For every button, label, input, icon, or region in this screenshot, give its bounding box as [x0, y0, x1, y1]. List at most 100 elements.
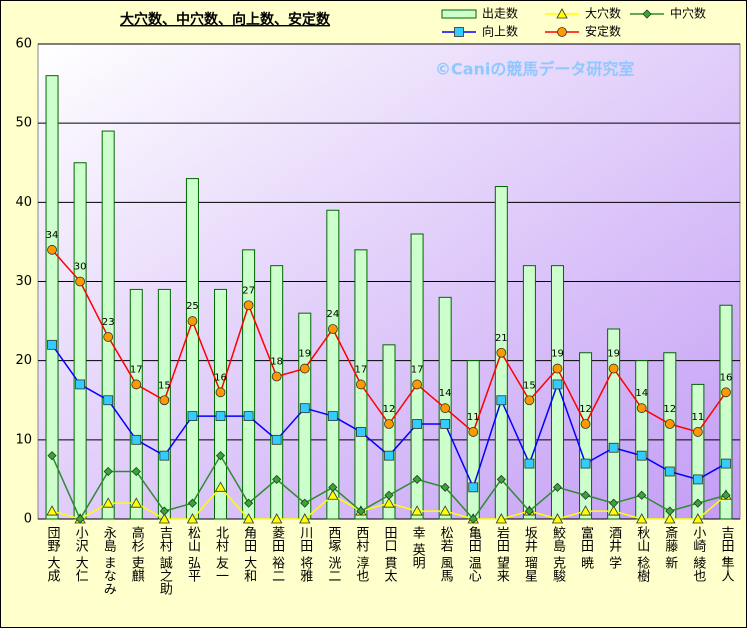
data-label: 16 — [720, 372, 733, 383]
marker — [215, 411, 226, 421]
marker — [187, 316, 198, 326]
data-label: 12 — [383, 404, 396, 415]
x-tick-label: 西村 淳也 — [353, 526, 369, 583]
data-label: 19 — [551, 349, 564, 360]
data-label: 11 — [692, 412, 705, 423]
data-label: 14 — [439, 388, 452, 399]
x-tick-label: 西塚 洸二 — [325, 526, 341, 582]
x-tick-label: 松若 風馬 — [438, 526, 454, 583]
marker — [692, 513, 704, 524]
x-tick-label: 菱田 裕二 — [269, 526, 285, 582]
marker — [608, 442, 619, 453]
marker — [187, 498, 198, 508]
legend-swatch — [441, 9, 477, 19]
marker — [551, 513, 564, 524]
marker — [524, 458, 535, 469]
marker — [328, 482, 338, 492]
bar — [382, 344, 396, 520]
y-tick-label: 10 — [15, 432, 32, 447]
x-tick-label: 富田 暁 — [578, 525, 593, 570]
marker — [692, 427, 703, 437]
data-label: 24 — [326, 309, 339, 320]
marker — [103, 395, 114, 406]
data-label: 17 — [130, 364, 143, 375]
y-tick-label: 50 — [15, 116, 32, 131]
x-tick-label: 永島 まなみ — [101, 526, 117, 596]
marker — [214, 481, 227, 492]
marker — [636, 450, 647, 461]
y-tick-label: 30 — [15, 274, 32, 289]
marker — [692, 474, 703, 485]
marker — [580, 490, 591, 500]
bar — [607, 328, 621, 520]
marker — [299, 513, 311, 524]
data-label: 12 — [663, 404, 676, 415]
y-tick-label: 0 — [24, 512, 32, 527]
chart-title: 大穴数、中穴数、向上数、安定数 — [120, 11, 331, 28]
data-label: 17 — [355, 364, 368, 375]
marker — [47, 339, 57, 350]
marker — [580, 419, 591, 429]
bar — [466, 360, 480, 520]
marker — [327, 489, 339, 500]
data-label: 19 — [298, 349, 311, 360]
bar — [550, 265, 564, 520]
marker — [383, 497, 395, 508]
data-label: 23 — [102, 317, 115, 328]
marker — [271, 371, 282, 382]
marker — [411, 505, 423, 516]
marker — [271, 513, 283, 524]
data-label: 17 — [411, 364, 424, 375]
marker — [243, 411, 254, 421]
data-label: 15 — [523, 380, 536, 391]
marker — [75, 276, 86, 287]
marker — [557, 27, 567, 37]
marker — [327, 324, 338, 334]
marker — [552, 379, 563, 390]
bar — [410, 233, 424, 520]
marker — [495, 513, 507, 524]
marker — [468, 427, 479, 437]
x-tick-label: 田口 貫太 — [382, 526, 398, 583]
marker — [130, 497, 142, 508]
bar — [663, 352, 677, 520]
marker — [552, 363, 563, 374]
marker — [524, 395, 535, 406]
marker — [637, 490, 647, 500]
bar — [326, 209, 340, 520]
x-tick-label: 小沢 大仁 — [73, 526, 89, 583]
x-tick-label: 吉村 誠之助 — [157, 526, 173, 597]
marker — [552, 482, 563, 492]
marker — [131, 379, 142, 390]
marker — [131, 434, 142, 445]
marker — [186, 513, 199, 524]
marker — [721, 490, 731, 500]
marker — [384, 490, 394, 500]
marker — [412, 379, 422, 390]
marker — [693, 498, 703, 508]
marker — [524, 506, 534, 516]
marker — [721, 458, 731, 469]
marker — [300, 498, 310, 508]
marker — [412, 474, 422, 484]
marker — [496, 474, 506, 484]
marker — [271, 434, 282, 445]
legend-label: 出走数 — [482, 6, 518, 21]
marker — [468, 514, 478, 524]
legend-label: 中穴数 — [670, 6, 706, 21]
marker — [412, 419, 422, 429]
marker — [440, 403, 451, 414]
data-label: 21 — [495, 333, 508, 344]
x-tick-label: 坂井 瑠星 — [522, 526, 538, 583]
marker — [636, 513, 648, 524]
bar — [185, 178, 199, 520]
x-tick-label: 幸 英明 — [410, 526, 426, 571]
x-tick-label: 松山 弘平 — [185, 526, 201, 583]
marker — [468, 482, 479, 493]
data-label: 14 — [635, 388, 648, 399]
watermark: ©Caniの競馬データ研究室 — [435, 60, 634, 79]
x-tick-label: 吉田 隼人 — [718, 526, 734, 582]
marker — [636, 403, 647, 414]
marker — [579, 505, 592, 516]
